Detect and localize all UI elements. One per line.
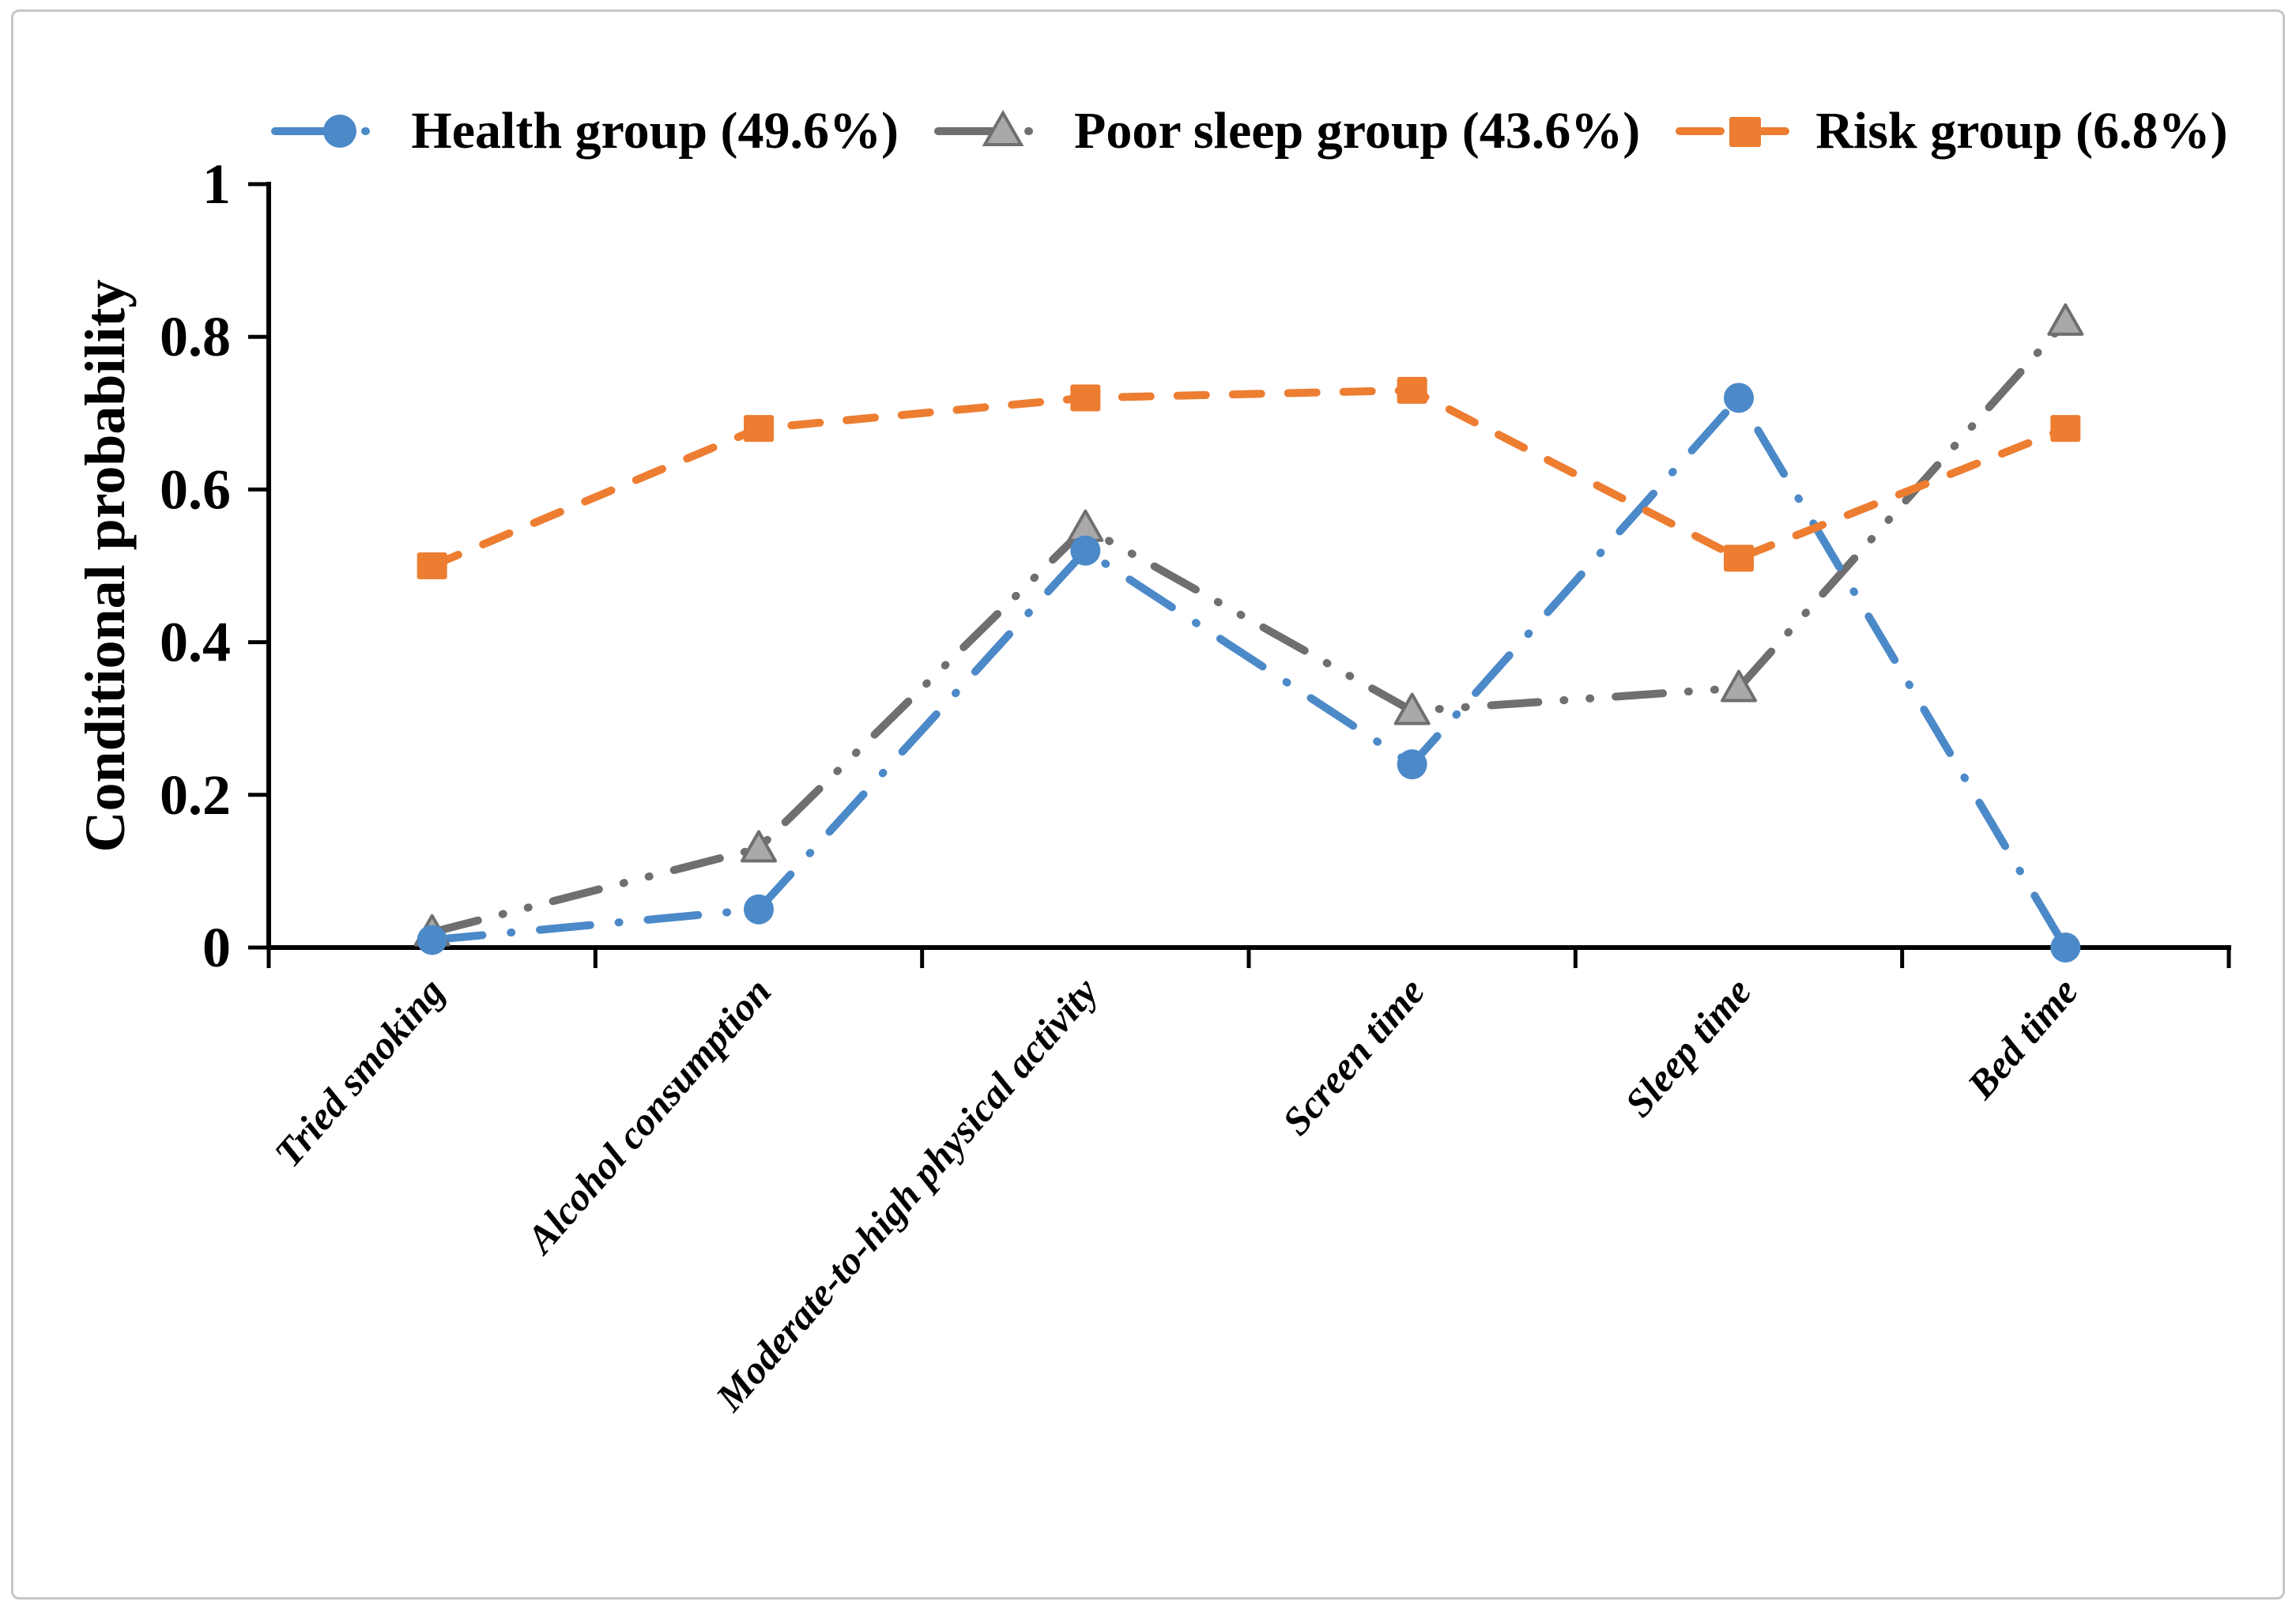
data-point-series1-cat1 [741, 830, 777, 863]
x-axis-label: Screen time [1273, 969, 1433, 1143]
legend-key-square-icon [1676, 117, 1802, 147]
x-axis-label: Sleep time [1616, 969, 1760, 1125]
data-point-series2-cat1 [744, 415, 774, 443]
legend-key-triangle-icon [934, 109, 1061, 146]
legend-key-triangle-marker [982, 109, 1024, 146]
data-point-series0-cat3 [1397, 749, 1427, 780]
data-point-series0-cat5 [2050, 933, 2081, 963]
data-point-series2-cat5 [2050, 415, 2081, 443]
data-point-series0-cat4 [1724, 382, 1754, 413]
data-point-series0-cat0 [417, 925, 447, 955]
y-tick-label: 0 [202, 916, 231, 979]
legend-item-1: Poor sleep group (43.6%) [933, 101, 1640, 161]
data-point-series2-cat2 [1070, 384, 1101, 412]
y-tick-label: 1 [202, 153, 231, 216]
x-axis-label: Bed time [1958, 969, 2086, 1107]
legend-item-0: Health group (49.6%) [270, 101, 899, 161]
data-point-series2-cat4 [1724, 544, 1754, 572]
data-point-series2-cat3 [1397, 376, 1427, 404]
data-point-series0-cat1 [744, 894, 774, 925]
legend-label: Risk group (6.8%) [1815, 102, 2228, 160]
x-axis-label: Alcohol consumption [516, 969, 779, 1262]
y-tick-label: 0.2 [160, 763, 231, 827]
y-tick-label: 0.4 [160, 611, 231, 674]
x-axis-label: Moderate-to-high physical activity [707, 969, 1107, 1420]
legend-key-circle-icon [271, 115, 398, 148]
y-tick-label: 0.8 [160, 305, 231, 368]
data-point-series0-cat2 [1070, 535, 1101, 566]
series-line-2 [428, 386, 2070, 570]
legend-item-2: Risk group (6.8%) [1675, 101, 2228, 161]
legend-key-circle-marker [323, 115, 357, 148]
data-point-series1-cat3 [1393, 692, 1431, 725]
chart-legend: Health group (49.6%) Poor sleep group (43… [270, 93, 2229, 169]
legend-key-square-marker [1729, 117, 1762, 147]
legend-label: Poor sleep group (43.6%) [1074, 102, 1641, 160]
x-axis-label: Tried smoking [266, 969, 453, 1175]
series-line-1 [428, 317, 2070, 936]
legend-label: Health group (49.6%) [411, 102, 899, 160]
data-point-series1-cat4 [1721, 669, 1757, 703]
data-point-series2-cat0 [417, 552, 447, 579]
y-tick-label: 0.6 [160, 458, 231, 521]
series-line-0 [428, 394, 2070, 951]
y-axis-title: Conditional probability [74, 280, 137, 853]
data-point-series1-cat5 [2047, 303, 2084, 336]
